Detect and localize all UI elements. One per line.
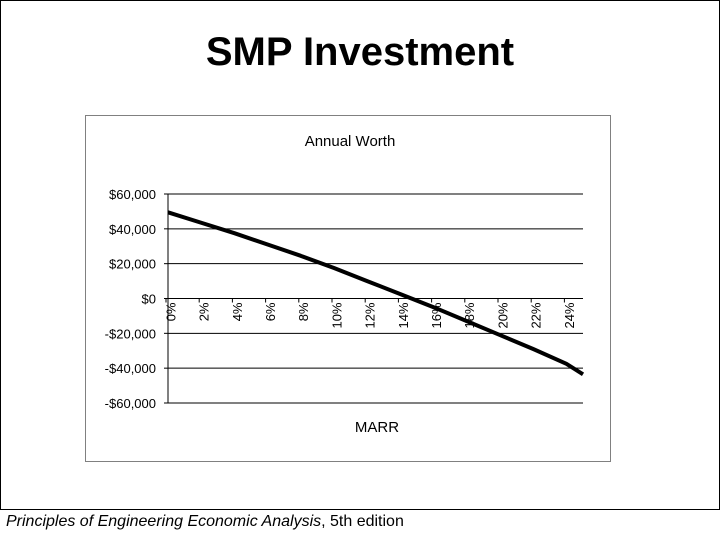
x-tick-label: 14% — [396, 302, 411, 328]
gridlines — [164, 193, 583, 404]
y-tick-label: $60,000 — [109, 187, 156, 202]
x-tick-label: 0% — [163, 302, 178, 321]
y-tick-label: $20,000 — [109, 257, 156, 272]
series-lines — [167, 210, 585, 376]
x-axis-ticks: 0% 2% 4% 6% 8% 10% 12% 14% 16% 18% 20% 22% 24% — [163, 302, 576, 328]
x-tick-label: 22% — [529, 302, 544, 328]
x-tick-label: 8% — [296, 302, 311, 321]
series-line — [167, 210, 585, 376]
annual-worth-chart: Annual Worth $60,000 $40,000 $20,000 $0 -$20… — [105, 133, 585, 436]
x-tick-label: 4% — [230, 302, 245, 321]
x-tick-label: 20% — [495, 302, 510, 328]
x-axis-label: MARR — [355, 419, 399, 436]
x-tick-label: 12% — [363, 302, 378, 328]
x-tick-label: 10% — [329, 302, 344, 328]
y-tick-label: $40,000 — [109, 222, 156, 237]
y-tick-label: -$40,000 — [105, 361, 156, 376]
footer-edition: , 5th edition — [321, 513, 404, 530]
y-axis-ticks: $60,000 $40,000 $20,000 $0 -$20,000 -$40,000 -… — [105, 187, 156, 411]
chart-title: Annual Worth — [305, 133, 396, 150]
y-tick-label: $0 — [142, 292, 156, 307]
chart-area: Annual Worth $60,000 $40,000 $20,000 $0 -$20… — [85, 115, 611, 462]
y-tick-label: -$20,000 — [105, 326, 156, 341]
slide-title: SMP Investment — [205, 30, 515, 74]
x-tick-label: 6% — [263, 302, 278, 321]
y-tick-label: -$60,000 — [105, 396, 156, 411]
footer-book-title: Principles of Engineering Economic Analy… — [6, 513, 322, 530]
footer-citation: Principles of Engineering Economic Analy… — [6, 513, 404, 531]
x-tick-label: 2% — [197, 302, 212, 321]
x-tick-label: 24% — [562, 302, 577, 328]
